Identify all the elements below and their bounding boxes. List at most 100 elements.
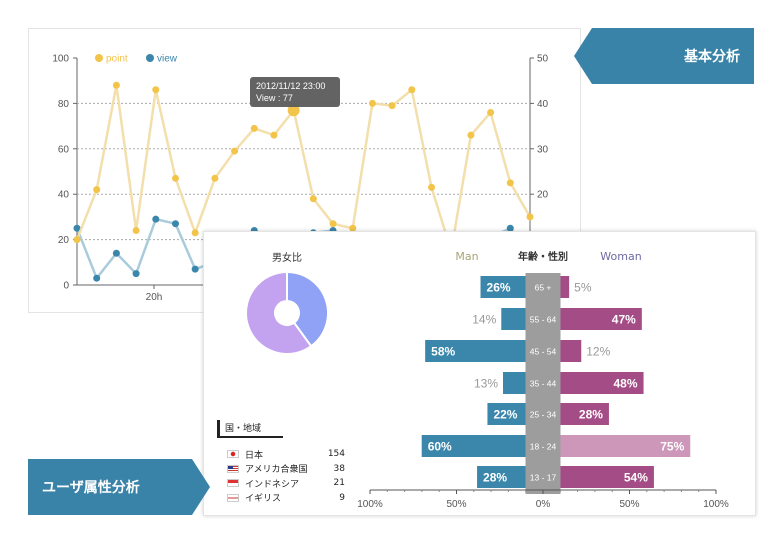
man-bar-label: 60%	[428, 440, 452, 454]
man-bar-label: 22%	[493, 408, 517, 422]
pyramid-tick-label: 50%	[446, 499, 466, 510]
man-bar-label: 28%	[483, 471, 507, 485]
legend-view-label: view	[157, 54, 178, 65]
basic-analysis-label: 基本分析	[684, 49, 740, 65]
data-point-point	[112, 81, 120, 89]
woman-bar	[560, 340, 582, 362]
data-point-point	[487, 108, 495, 116]
legend-point-swatch	[95, 54, 103, 62]
right-tick-label: 20	[537, 190, 549, 201]
data-point-point	[329, 220, 337, 228]
uk-flag-icon	[227, 493, 239, 502]
man-bar	[421, 435, 526, 457]
pyramid-tick-label: 100%	[703, 499, 729, 510]
age-group-label: 65 +	[535, 283, 552, 293]
left-tick-label: 60	[58, 144, 70, 155]
japan-flag-icon	[227, 450, 239, 459]
woman-bar-label: 48%	[614, 377, 638, 391]
country-name: イギリス	[245, 494, 282, 505]
data-point-point	[506, 179, 514, 187]
highlighted-point	[287, 104, 300, 117]
data-point-point	[191, 229, 199, 237]
woman-bar	[560, 435, 691, 457]
country-name: 日本	[245, 450, 264, 461]
country-name: アメリカ合衆国	[245, 465, 308, 476]
age-group-label: 25 - 34	[530, 410, 557, 420]
left-tick-label: 20	[58, 235, 70, 246]
pie-slice-man	[286, 270, 329, 348]
country-row: イギリス 9	[217, 491, 345, 506]
woman-bar	[560, 466, 654, 488]
data-point-view	[191, 265, 199, 273]
tooltip-line1: 2012/11/12 23:00	[256, 81, 325, 91]
woman-bar	[560, 372, 644, 394]
woman-bar-label: 12%	[586, 345, 610, 359]
man-bar-label: 13%	[474, 377, 498, 391]
pyramid-center-label: 年齢・性別	[518, 250, 568, 263]
legend-point-label: point	[106, 54, 128, 65]
data-point-point	[211, 174, 219, 182]
user-attribute-ribbon[interactable]: ユーザ属性分析	[28, 459, 210, 515]
country-count: 9	[339, 492, 345, 503]
pyramid-tick-label: 100%	[357, 499, 383, 510]
x-tick-label: 20h	[146, 292, 163, 303]
data-point-view	[132, 270, 140, 278]
woman-bar-label: 54%	[624, 471, 648, 485]
age-group-label: 13 - 17	[530, 473, 557, 483]
country-count: 38	[333, 463, 345, 474]
man-bar	[477, 466, 526, 488]
data-point-point	[309, 195, 317, 203]
data-point-point	[349, 224, 357, 232]
country-list-title: 国・地域	[217, 420, 283, 438]
woman-bar-label: 75%	[660, 440, 684, 454]
woman-bar-label: 28%	[579, 408, 603, 422]
country-count: 154	[327, 449, 345, 460]
pyramid-man-label: Man	[455, 250, 478, 263]
pyramid-center-column	[525, 273, 561, 494]
data-point-view	[112, 249, 120, 257]
data-point-point	[171, 174, 179, 182]
pyramid-tick-label: 0%	[536, 499, 551, 510]
legend-view-swatch	[146, 54, 154, 62]
usa-flag-icon	[227, 464, 239, 473]
man-bar	[503, 372, 526, 394]
man-bar	[425, 340, 526, 362]
country-row: インドネシア 21	[217, 476, 345, 491]
data-point-view	[506, 224, 514, 232]
data-point-point	[388, 102, 396, 110]
pyramid-woman-label: Woman	[600, 250, 641, 263]
tooltip-box	[250, 77, 340, 107]
age-group-label: 35 - 44	[530, 379, 557, 389]
basic-analysis-ribbon[interactable]: 基本分析	[574, 28, 754, 84]
right-tick-label: 40	[537, 99, 549, 110]
data-point-point	[467, 131, 475, 139]
country-list: 国・地域 日本 154 アメリカ合衆国 38 インドネシア 21 イギリス 9	[217, 420, 345, 505]
data-point-point	[93, 186, 101, 194]
data-point-view	[73, 224, 81, 232]
man-bar-label: 58%	[431, 345, 455, 359]
pie-slice-woman	[245, 270, 313, 355]
woman-bar-label: 5%	[574, 281, 592, 295]
age-group-label: 45 - 54	[530, 347, 557, 357]
man-bar-label: 26%	[487, 281, 511, 295]
woman-bar-label: 47%	[612, 313, 636, 327]
man-bar	[480, 276, 526, 298]
country-row: アメリカ合衆国 38	[217, 462, 345, 477]
gender-ratio-title: 男女比	[272, 251, 302, 264]
tooltip-line2: View : 77	[256, 93, 293, 103]
tooltip: 2012/11/12 23:00 View : 77	[250, 77, 340, 107]
data-point-point	[270, 131, 278, 139]
left-tick-label: 0	[63, 281, 69, 292]
data-point-view	[171, 220, 179, 228]
left-tick-label: 100	[52, 54, 69, 65]
woman-bar	[560, 403, 609, 425]
data-point-point	[526, 213, 534, 221]
user-attribute-label: ユーザ属性分析	[42, 480, 140, 496]
data-point-point	[152, 86, 160, 94]
right-tick-label: 30	[537, 144, 549, 155]
left-tick-label: 40	[58, 190, 70, 201]
data-point-point	[428, 183, 436, 191]
man-bar-label: 14%	[472, 313, 496, 327]
data-point-point	[408, 86, 416, 94]
